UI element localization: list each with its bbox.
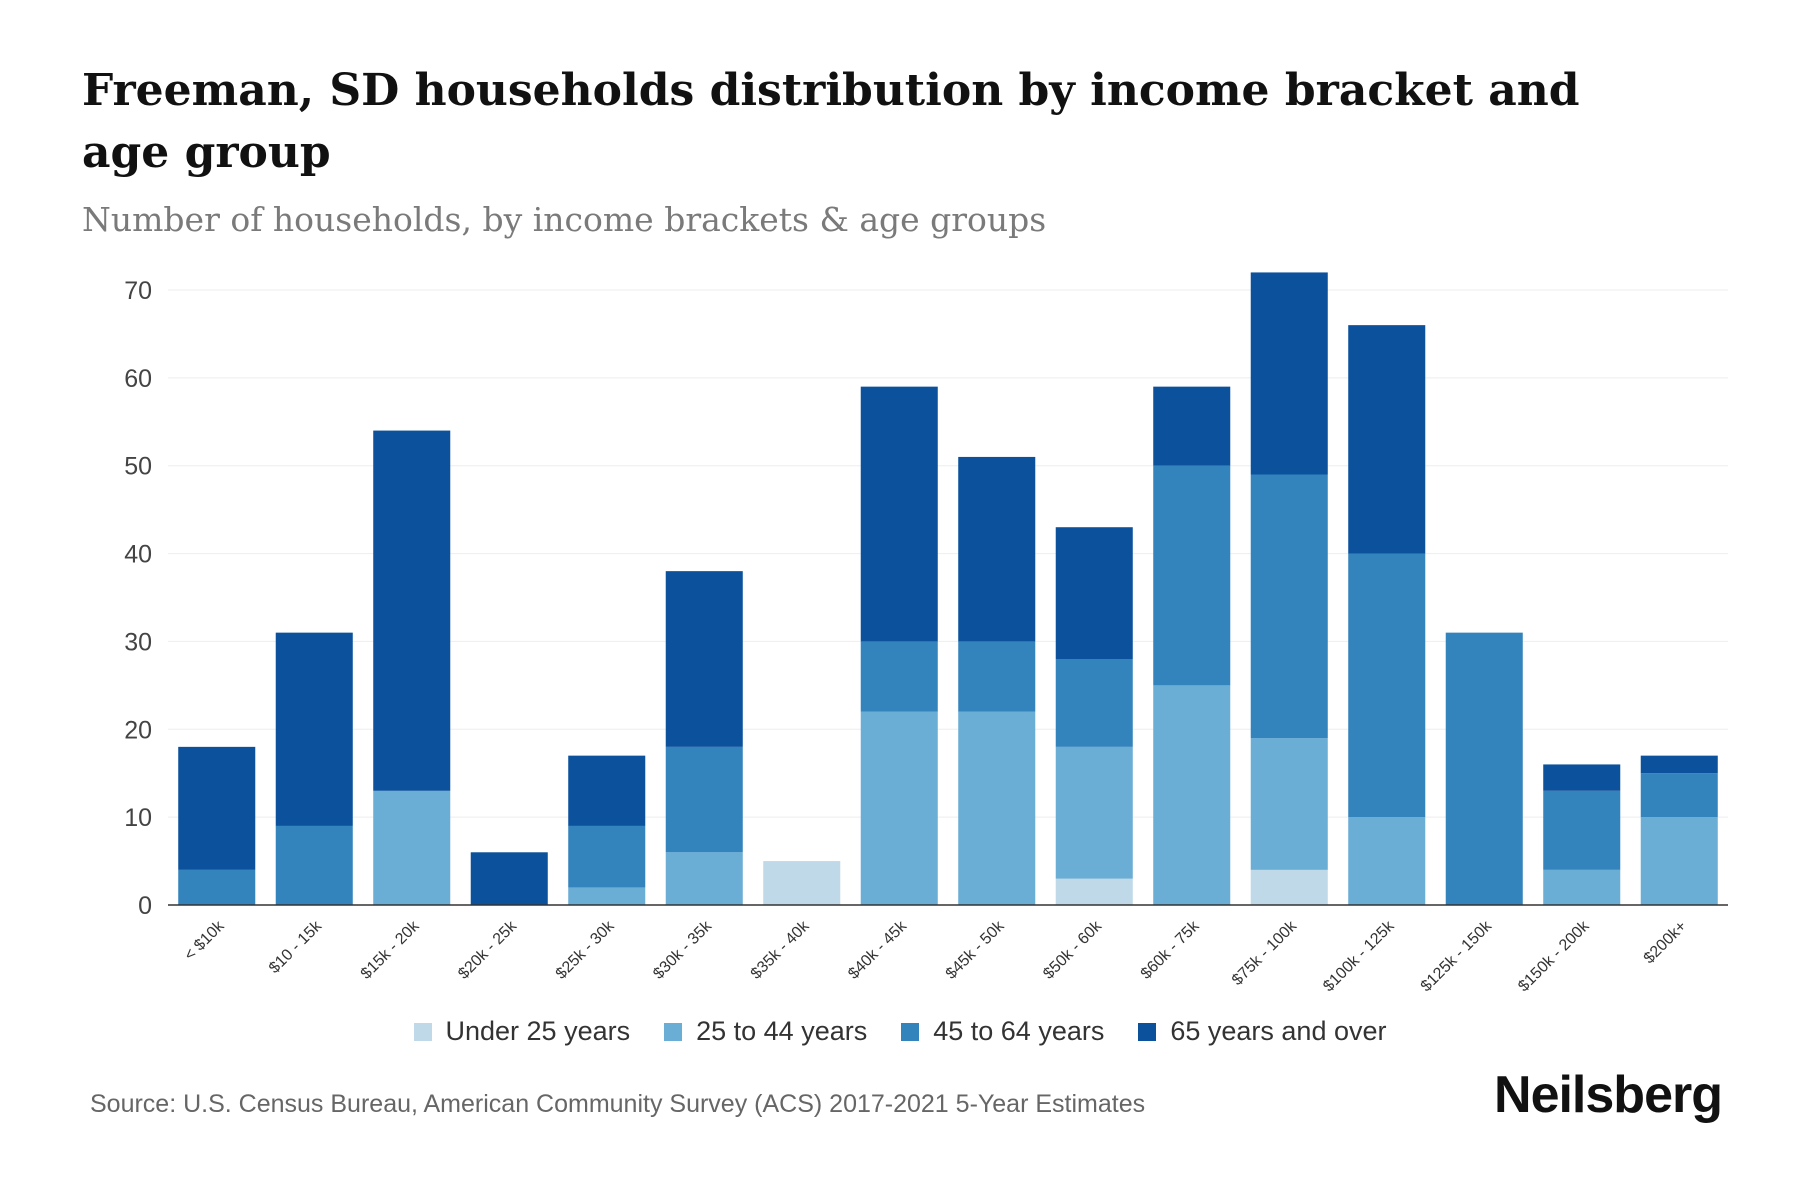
bar-segment[interactable] [568, 755, 646, 826]
stacked-bar-chart: 0 10 20 30 40 50 60 70 < $10k $10 - 15k $15k - 20k… [124, 272, 1728, 995]
bar-segment[interactable] [1055, 878, 1133, 905]
bar-segment[interactable] [1348, 325, 1426, 554]
y-tick-label: 50 [124, 453, 152, 481]
bar-segment[interactable] [860, 641, 938, 712]
bar-segment[interactable] [1250, 272, 1328, 475]
legend-swatch-65-plus [1138, 1022, 1157, 1041]
y-tick-label: 60 [124, 365, 152, 393]
chart-title: Freeman, SD households distribution by i… [82, 65, 1580, 178]
legend-label-25-44: 25 to 44 years [696, 1016, 868, 1046]
bar-segment[interactable] [665, 571, 743, 747]
bar-segment[interactable] [1250, 869, 1328, 905]
bar-segment[interactable] [1640, 755, 1718, 774]
x-tick-label: $200k+ [1641, 918, 1690, 967]
bar-segment[interactable] [1153, 386, 1231, 466]
bar-segment[interactable] [373, 430, 451, 791]
bar-segment[interactable] [568, 887, 646, 905]
y-tick-label: 70 [124, 277, 152, 305]
x-tick-label: $150k - 200k [1515, 917, 1593, 995]
bar-segment[interactable] [1445, 632, 1523, 905]
legend-label-under-25: Under 25 years [445, 1016, 631, 1046]
bar-segment[interactable] [1055, 527, 1133, 659]
bar-segment[interactable] [178, 746, 256, 870]
y-tick-label: 0 [138, 892, 152, 920]
x-tick-label: $50k - 60k [1040, 917, 1106, 983]
bar-segment[interactable] [958, 456, 1036, 642]
x-tick-label: $125k - 150k [1418, 917, 1496, 995]
bar-segment[interactable] [958, 641, 1036, 712]
legend-swatch-under-25 [413, 1022, 432, 1041]
chart-legend: Under 25 years 25 to 44 years 45 to 64 y… [0, 1016, 1800, 1047]
bar-segment[interactable] [860, 711, 938, 905]
y-tick-label: 40 [124, 541, 152, 569]
bar-segment[interactable] [373, 790, 451, 905]
bar-segment[interactable] [1640, 817, 1718, 905]
bar-segment[interactable] [860, 386, 938, 642]
bar-segment[interactable] [1543, 790, 1621, 870]
bar-segment[interactable] [1543, 764, 1621, 791]
legend-swatch-25-44 [664, 1022, 683, 1041]
chart-subtitle: Number of households, by income brackets… [82, 200, 1047, 239]
neilsberg-logo[interactable]: Neilsberg [1494, 1066, 1723, 1124]
bar-segment[interactable] [1543, 869, 1621, 905]
bar-segment[interactable] [1640, 773, 1718, 818]
y-tick-label: 10 [124, 804, 152, 832]
legend-item-65-plus[interactable]: 65 years and over [1138, 1016, 1387, 1047]
legend-swatch-45-64 [901, 1022, 920, 1041]
x-tick-label: $75k - 100k [1229, 917, 1301, 989]
bar-segment[interactable] [275, 632, 353, 826]
bar-segment[interactable] [763, 861, 841, 905]
legend-item-25-44[interactable]: 25 to 44 years [664, 1016, 867, 1047]
x-tick-label: $25k - 30k [553, 917, 619, 983]
x-tick-label: $100k - 125k [1320, 917, 1398, 995]
legend-label-65-plus: 65 years and over [1170, 1016, 1387, 1046]
bar-segment[interactable] [665, 852, 743, 905]
bar-segment[interactable] [1153, 465, 1231, 686]
x-tick-label: $30k - 35k [650, 917, 716, 983]
bar-segment[interactable] [178, 869, 256, 905]
bar-segment[interactable] [1153, 685, 1231, 905]
source-note: Source: U.S. Census Bureau, American Com… [90, 1090, 1146, 1118]
bar-segment[interactable] [568, 825, 646, 888]
bar-segment[interactable] [665, 746, 743, 853]
bar-segment[interactable] [1250, 474, 1328, 739]
x-tick-label: $15k - 20k [358, 917, 424, 983]
x-tick-label: $60k - 75k [1138, 917, 1204, 983]
y-tick-label: 30 [124, 628, 152, 656]
x-tick-label: $10 - 15k [266, 917, 326, 977]
x-tick-label: < $10k [181, 917, 228, 964]
x-tick-label: $35k - 40k [748, 917, 814, 983]
bar-segment[interactable] [470, 852, 548, 905]
legend-item-under-25[interactable]: Under 25 years [413, 1016, 631, 1047]
bar-segment[interactable] [1250, 738, 1328, 870]
bar-segment[interactable] [275, 825, 353, 905]
legend-label-45-64: 45 to 64 years [933, 1016, 1105, 1046]
bar-segment[interactable] [1055, 659, 1133, 747]
bar-segment[interactable] [958, 711, 1036, 905]
x-tick-label: $20k - 25k [455, 917, 521, 983]
bar-segment[interactable] [1348, 553, 1426, 818]
bar-segment[interactable] [1055, 746, 1133, 879]
bar-segment[interactable] [1348, 817, 1426, 905]
x-tick-label: $45k - 50k [943, 917, 1009, 983]
y-tick-label: 20 [124, 716, 152, 744]
legend-item-45-64[interactable]: 45 to 64 years [901, 1016, 1104, 1047]
x-tick-label: $40k - 45k [845, 917, 911, 983]
